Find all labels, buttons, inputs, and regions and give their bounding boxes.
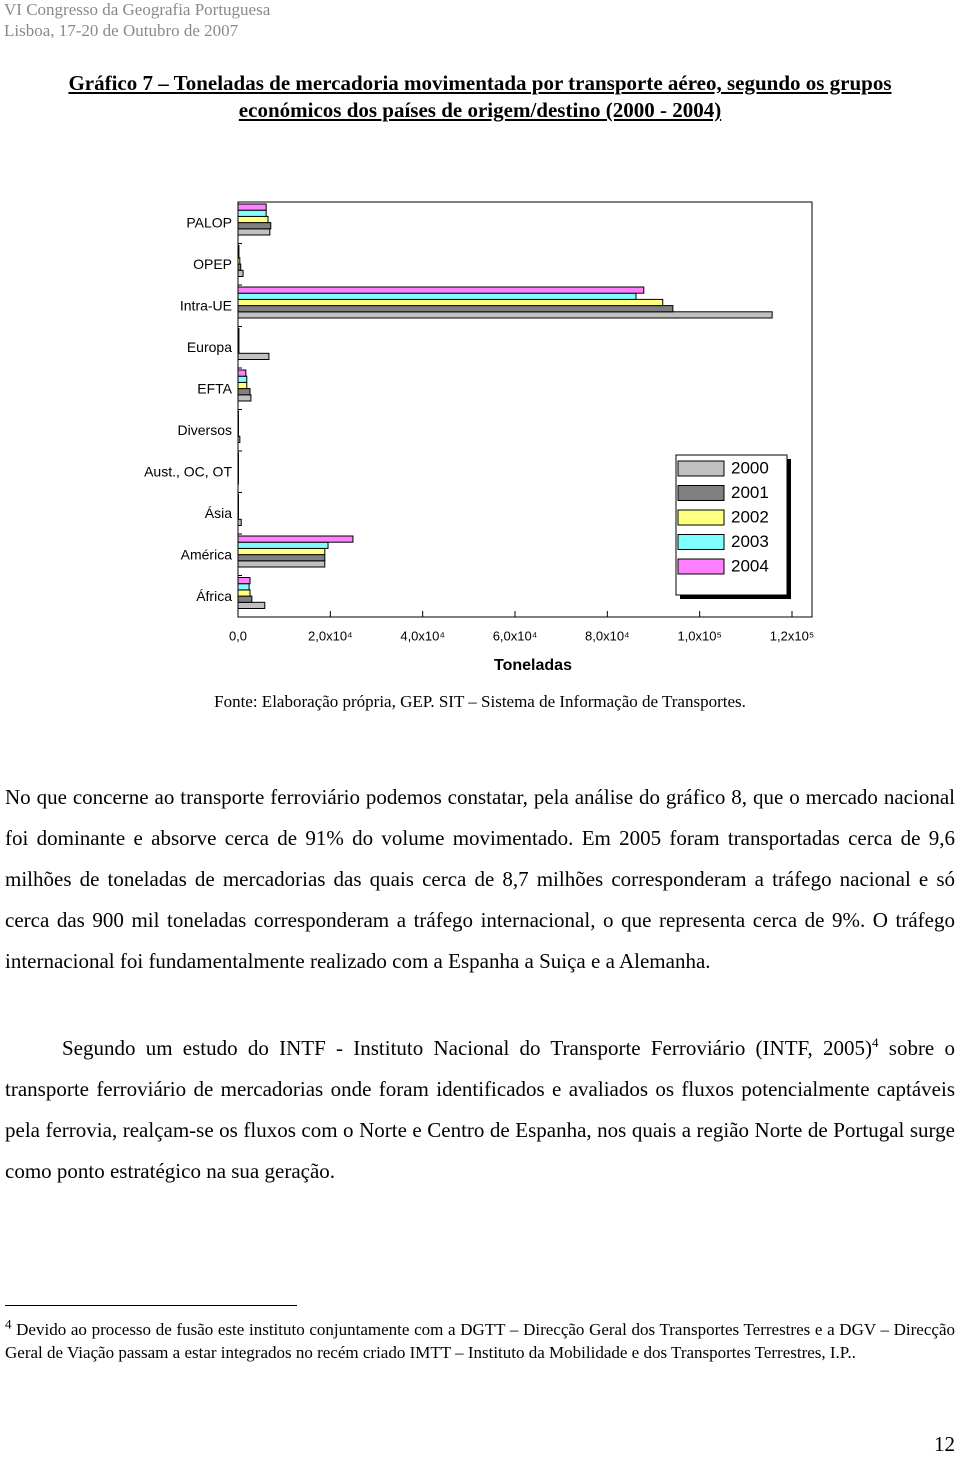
y-tick-label: Intra-UE	[180, 297, 232, 313]
bar	[238, 258, 240, 264]
bar	[238, 536, 353, 542]
bar	[238, 389, 250, 395]
y-tick-label: África	[196, 588, 232, 604]
y-tick-label: América	[181, 546, 233, 562]
x-tick-label: 2,0x10⁴	[308, 628, 353, 643]
bar	[238, 329, 239, 335]
bar	[238, 370, 246, 376]
bar	[238, 223, 271, 229]
legend-swatch	[678, 510, 724, 525]
bar	[238, 596, 252, 602]
chart: Toneladas 0,0 2,0x10⁴ 4,0x10⁴ 6,0x10⁴ 8,0x10…	[0, 0, 960, 690]
bar	[238, 382, 247, 388]
y-tick-label: PALOP	[186, 214, 232, 230]
page-number: 12	[934, 1432, 955, 1457]
bar	[238, 264, 241, 270]
bar	[238, 561, 325, 567]
bar	[238, 229, 270, 235]
bar	[238, 542, 328, 548]
x-tick-label: 8,0x10⁴	[585, 628, 630, 643]
bar	[238, 590, 250, 596]
paragraph: Segundo um estudo do INTF - Instituto Na…	[5, 1028, 955, 1192]
footnote: 4 Devido ao processo de fusão este insti…	[5, 1318, 955, 1364]
bar	[238, 299, 663, 305]
bar	[238, 341, 239, 347]
legend-label: 2004	[731, 556, 769, 575]
bar	[238, 216, 268, 222]
bar	[238, 548, 325, 554]
x-tick-label: 6,0x10⁴	[493, 628, 538, 643]
footnote-rule	[5, 1305, 297, 1306]
legend-label: 2002	[731, 507, 769, 526]
bar	[238, 584, 249, 590]
bar	[238, 306, 673, 312]
text: Devido ao processo de fusão este institu…	[5, 1320, 955, 1362]
x-tick-label: 1,0x10⁵	[677, 628, 721, 643]
legend-swatch	[678, 559, 724, 574]
source-note: Fonte: Elaboração própria, GEP. SIT – Si…	[0, 692, 960, 712]
bar	[238, 293, 636, 299]
legend-swatch	[678, 486, 724, 501]
x-tick-label: 0,0	[229, 628, 247, 643]
bar	[238, 210, 266, 216]
y-tick-label: EFTA	[197, 380, 232, 396]
y-tick-label: Aust., OC, OT	[144, 463, 232, 479]
legend-label: 2001	[731, 483, 769, 502]
legend-label: 2000	[731, 458, 769, 477]
x-axis-title: Toneladas	[494, 657, 572, 674]
y-tick-label: Diversos	[178, 422, 232, 438]
bar	[238, 252, 239, 258]
bar	[238, 602, 265, 608]
x-tick-label: 4,0x10⁴	[400, 628, 445, 643]
bar	[238, 347, 239, 353]
y-tick-label: Europa	[187, 339, 232, 355]
bar	[238, 436, 240, 442]
bar	[238, 287, 644, 293]
y-tick-label: OPEP	[193, 256, 232, 272]
paragraph: No que concerne ao transporte ferroviári…	[5, 777, 955, 982]
bar	[238, 312, 772, 318]
bar	[238, 335, 239, 341]
legend-label: 2003	[731, 532, 769, 551]
bar	[238, 578, 250, 584]
y-tick-label: Ásia	[205, 505, 232, 521]
bar	[238, 519, 241, 525]
bar	[238, 246, 239, 252]
bar	[238, 555, 325, 561]
x-tick-label: 1,2x10⁵	[770, 628, 814, 643]
bar	[238, 376, 247, 382]
legend-swatch	[678, 535, 724, 550]
bar	[238, 204, 266, 210]
bar	[238, 395, 251, 401]
legend-swatch	[678, 461, 724, 476]
bar	[238, 270, 243, 276]
bar	[238, 353, 269, 359]
text: Segundo um estudo do INTF - Instituto Na…	[62, 1036, 872, 1060]
